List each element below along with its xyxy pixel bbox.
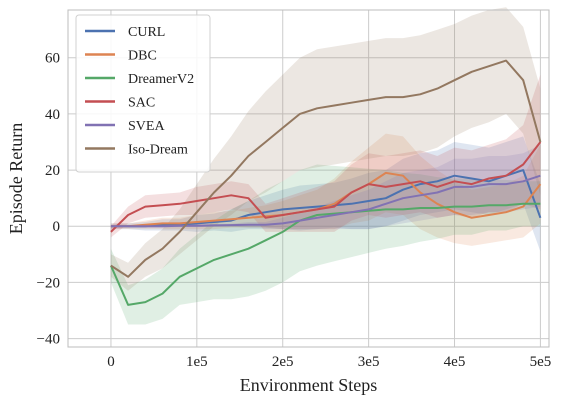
y-tick-label: 20 — [45, 163, 60, 179]
line-iso-dream — [110, 59, 542, 278]
legend-label: Iso-Dream — [128, 143, 188, 158]
line-sac — [110, 141, 542, 233]
x-tick-label: 5e5 — [530, 354, 552, 370]
band-curl — [110, 136, 541, 252]
legend: CURL DBC DreamerV2 SAC SVEA Iso-Dream — [75, 14, 211, 173]
legend-label: SVEA — [128, 119, 165, 134]
legend-label: CURL — [128, 25, 165, 40]
x-tick-label: 3e5 — [358, 354, 380, 370]
y-tick-label: −40 — [37, 332, 60, 348]
x-tick-label: 0 — [107, 354, 115, 370]
x-tick-label: 4e5 — [444, 354, 466, 370]
legend-label: DreamerV2 — [128, 72, 194, 87]
line-dreamerv2 — [109, 202, 541, 306]
y-tick-label: 60 — [45, 51, 60, 67]
x-tick-label: 1e5 — [186, 354, 208, 370]
x-axis-label: Environment Steps — [240, 375, 378, 395]
y-tick-label: −20 — [37, 275, 60, 291]
y-tick-label: 40 — [45, 107, 60, 123]
x-tick-labels: 0 1e5 2e5 3e5 4e5 5e5 — [107, 354, 551, 370]
band-dreamerv2 — [110, 164, 541, 325]
line-dbc — [110, 171, 542, 228]
legend-label: SAC — [128, 96, 155, 111]
series-lines — [109, 59, 542, 306]
x-tick-label: 2e5 — [272, 354, 294, 370]
legend-label: DBC — [128, 49, 157, 64]
plot-frame — [67, 9, 550, 348]
y-tick-label: 0 — [53, 219, 61, 235]
band-dbc — [110, 133, 541, 246]
y-tick-labels: −40 −20 0 20 40 60 — [37, 51, 60, 348]
line-svea — [110, 174, 541, 228]
y-axis-label: Episode Return — [6, 123, 26, 234]
